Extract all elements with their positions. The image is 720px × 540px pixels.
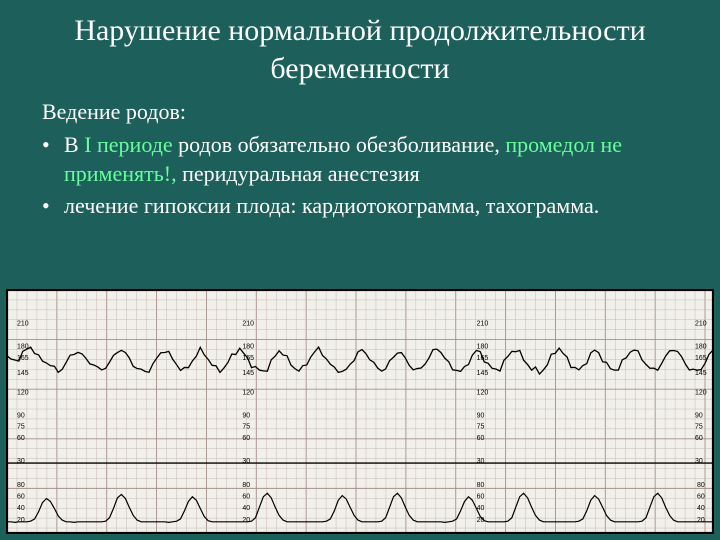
svg-text:210: 210 [477, 321, 489, 328]
slide-title: Нарушение нормальной продолжительности б… [34, 12, 686, 87]
svg-text:145: 145 [695, 370, 707, 377]
svg-text:60: 60 [477, 494, 485, 501]
svg-text:60: 60 [477, 435, 485, 442]
svg-text:80: 80 [242, 482, 250, 489]
svg-text:40: 40 [697, 505, 705, 512]
svg-text:80: 80 [17, 482, 25, 489]
svg-text:80: 80 [477, 482, 485, 489]
svg-text:145: 145 [477, 370, 489, 377]
svg-text:20: 20 [242, 517, 250, 524]
svg-text:180: 180 [242, 344, 254, 351]
svg-text:60: 60 [17, 435, 25, 442]
svg-text:60: 60 [695, 435, 703, 442]
svg-text:90: 90 [17, 412, 25, 419]
svg-text:210: 210 [695, 321, 707, 328]
svg-text:90: 90 [242, 412, 250, 419]
svg-text:20: 20 [477, 517, 485, 524]
svg-text:120: 120 [695, 389, 707, 396]
svg-text:20: 20 [17, 517, 25, 524]
slide-subtitle: Ведение родов: [42, 99, 686, 125]
svg-text:145: 145 [242, 370, 254, 377]
highlight-text: I периоде [84, 132, 172, 157]
svg-text:210: 210 [242, 321, 254, 328]
svg-text:30: 30 [242, 458, 250, 465]
svg-text:165: 165 [477, 355, 489, 362]
svg-text:60: 60 [242, 435, 250, 442]
svg-text:40: 40 [17, 505, 25, 512]
text-fragment: перидуральная анестезия [177, 161, 420, 186]
svg-text:20: 20 [697, 517, 705, 524]
svg-text:165: 165 [695, 355, 707, 362]
svg-text:75: 75 [17, 424, 25, 431]
svg-text:120: 120 [477, 389, 489, 396]
svg-text:40: 40 [477, 505, 485, 512]
svg-text:75: 75 [695, 424, 703, 431]
ctg-svg: 30 60 75 90 120 145 165 180 210 30 60 75 90 120 145 165… [7, 290, 713, 533]
svg-text:30: 30 [477, 458, 485, 465]
svg-text:80: 80 [697, 482, 705, 489]
svg-text:60: 60 [697, 494, 705, 501]
list-item: В I периоде родов обязательно обезболива… [42, 131, 686, 188]
svg-text:75: 75 [242, 424, 250, 431]
ctg-chart: 30 60 75 90 120 145 165 180 210 30 60 75 90 120 145 165… [6, 289, 714, 534]
text-fragment: родов обязательно обезболивание, [173, 132, 506, 157]
svg-text:210: 210 [17, 321, 29, 328]
svg-text:180: 180 [695, 344, 707, 351]
svg-text:75: 75 [477, 424, 485, 431]
svg-text:145: 145 [17, 370, 29, 377]
list-item: лечение гипоксии плода: кардиотокограмма… [42, 192, 686, 221]
bullet-list: В I периоде родов обязательно обезболива… [42, 131, 686, 221]
svg-text:180: 180 [17, 344, 29, 351]
text-fragment: В [64, 132, 84, 157]
svg-text:165: 165 [17, 355, 29, 362]
svg-text:180: 180 [477, 344, 489, 351]
svg-text:30: 30 [17, 458, 25, 465]
svg-text:165: 165 [242, 355, 254, 362]
svg-text:30: 30 [695, 458, 703, 465]
svg-text:120: 120 [17, 389, 29, 396]
svg-text:60: 60 [17, 494, 25, 501]
svg-text:90: 90 [477, 412, 485, 419]
svg-text:40: 40 [242, 505, 250, 512]
svg-text:90: 90 [695, 412, 703, 419]
svg-text:60: 60 [242, 494, 250, 501]
svg-text:120: 120 [242, 389, 254, 396]
